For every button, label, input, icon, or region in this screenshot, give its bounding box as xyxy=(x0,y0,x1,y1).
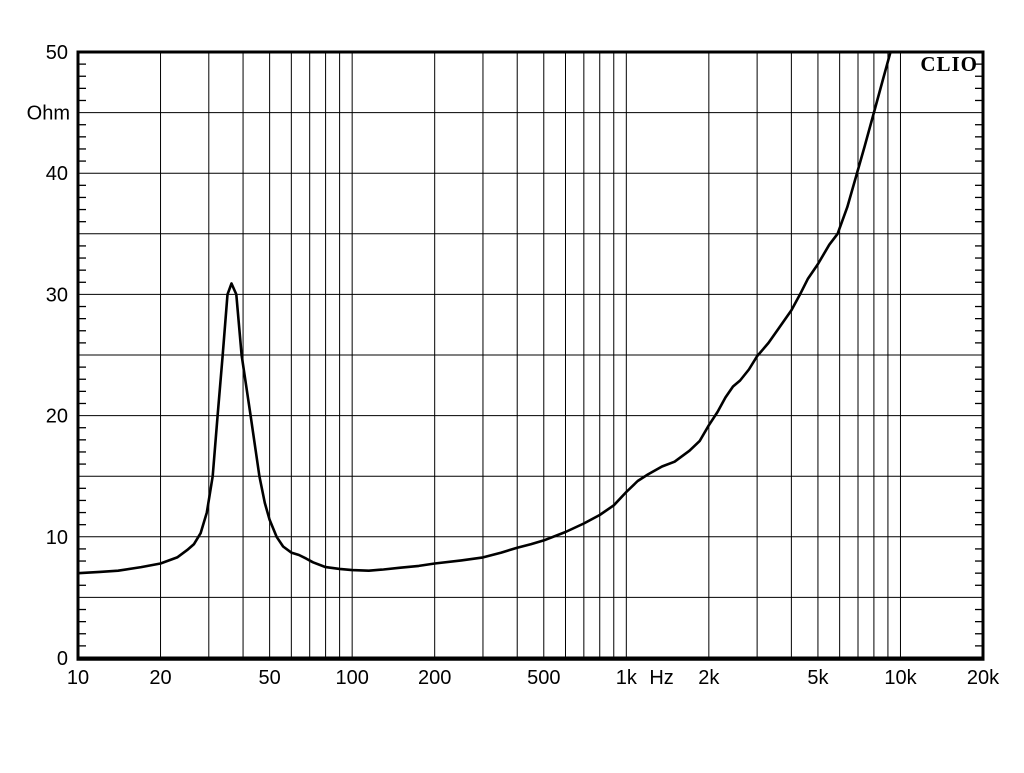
clio-logo: CLIO xyxy=(920,52,978,76)
y-axis-unit-label: Ohm xyxy=(27,103,70,125)
x-axis-unit-label: Hz xyxy=(649,667,673,689)
x-tick-label: 5k xyxy=(807,667,829,689)
x-tick-label: 500 xyxy=(527,667,560,689)
y-tick-label: 40 xyxy=(46,163,68,185)
x-tick-label: 20k xyxy=(967,667,1000,689)
y-tick-label: 20 xyxy=(46,406,68,428)
x-tick-label: 100 xyxy=(335,667,368,689)
impedance-curve xyxy=(76,50,892,575)
y-tick-label: 50 xyxy=(46,42,68,64)
y-tick-label: 10 xyxy=(46,527,68,549)
x-tick-label: 10 xyxy=(67,667,89,689)
y-tick-label: 0 xyxy=(57,648,68,670)
y-tick-label: 30 xyxy=(46,284,68,306)
x-tick-label: 50 xyxy=(259,667,281,689)
x-tick-label: 10k xyxy=(884,667,917,689)
x-tick-label: 1k xyxy=(616,667,638,689)
x-tick-label: 200 xyxy=(418,667,451,689)
x-tick-label: 2k xyxy=(698,667,720,689)
x-tick-label: 20 xyxy=(149,667,171,689)
plot-border xyxy=(76,50,985,660)
